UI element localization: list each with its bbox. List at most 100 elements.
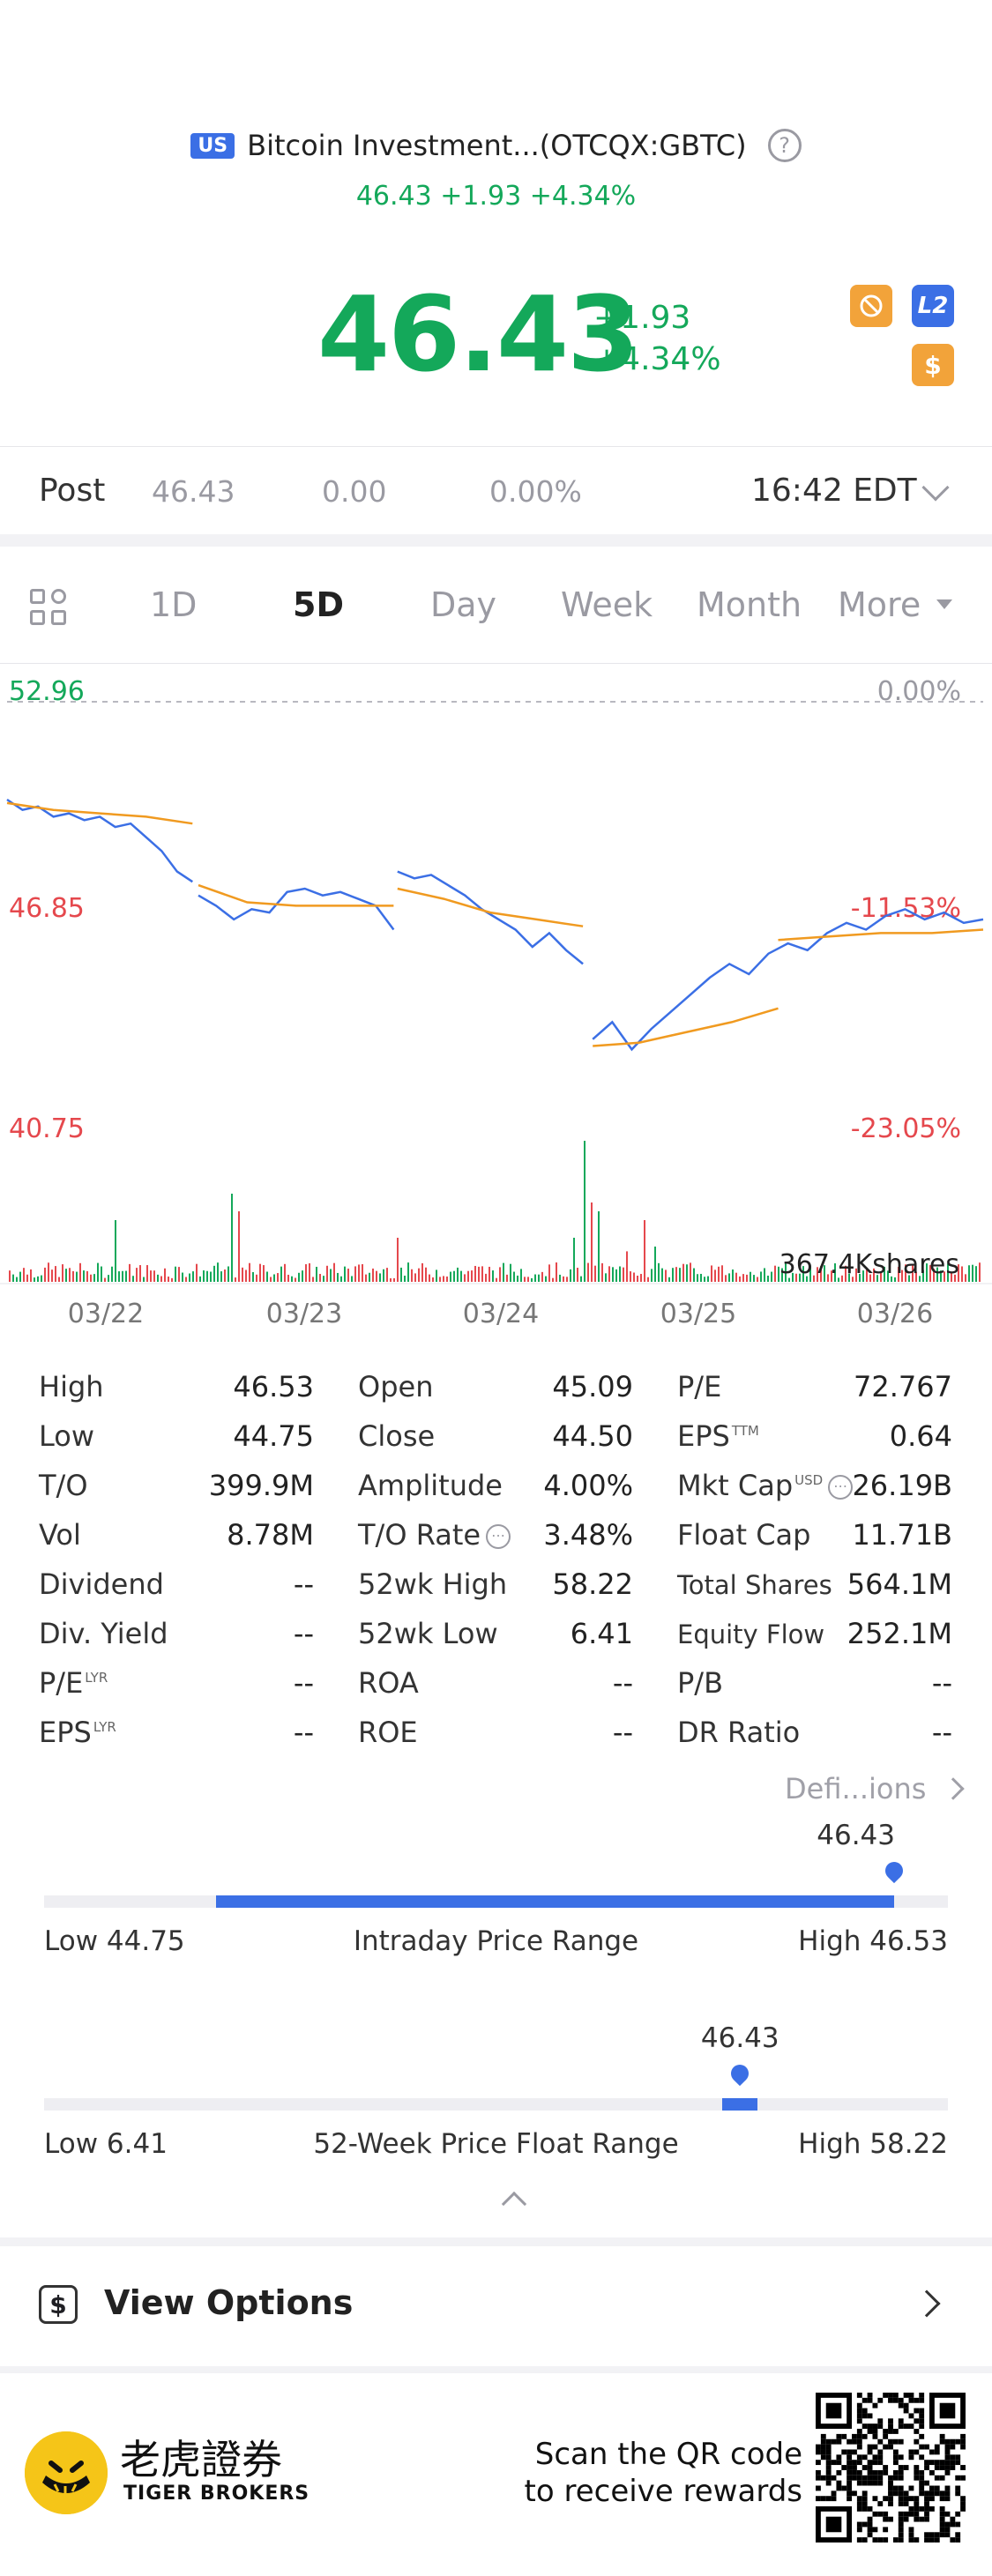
volume-bar	[781, 1268, 783, 1282]
volume-bar	[732, 1269, 734, 1282]
week52-low: Low 6.41	[44, 2128, 168, 2160]
volume-bar	[333, 1262, 335, 1282]
volume-bar	[76, 1271, 78, 1282]
dollar-badge[interactable]: $	[912, 344, 954, 386]
volume-bar	[132, 1276, 134, 1282]
tab-5d[interactable]: 5D	[293, 585, 344, 624]
volume-bar	[379, 1273, 381, 1282]
grid-icon[interactable]	[30, 589, 69, 628]
definitions-link[interactable]: Defi...ions	[785, 1772, 927, 1805]
volume-bar	[277, 1273, 279, 1282]
more-info-icon: ⋯	[828, 1475, 854, 1500]
chevron-up-icon[interactable]	[501, 2191, 527, 2217]
price-chart[interactable]: 52.9646.8540.750.00%-11.53%-23.05%367.4K…	[0, 663, 992, 1333]
stat-label: Total Shares	[677, 1570, 832, 1600]
chevron-down-icon[interactable]	[921, 473, 950, 502]
volume-bar	[362, 1264, 363, 1282]
volume-bar	[125, 1270, 127, 1282]
volume-bar	[855, 1268, 857, 1282]
volume-bar	[658, 1262, 660, 1282]
price-change-percent: +4.34%	[593, 341, 721, 377]
stat-value: --	[931, 1716, 952, 1749]
volume-bar	[323, 1276, 324, 1282]
volume-bar	[891, 1276, 892, 1282]
volume-bar	[65, 1269, 67, 1282]
volume-bar	[16, 1277, 18, 1282]
volume-bar	[496, 1277, 497, 1282]
tab-more[interactable]: More	[838, 585, 921, 624]
volume-bar	[168, 1277, 169, 1282]
volume-bar	[788, 1277, 790, 1282]
volume-bar	[951, 1272, 952, 1282]
volume-bar	[598, 1211, 600, 1282]
volume-bar	[668, 1277, 670, 1282]
volume-bar	[418, 1268, 420, 1282]
volume-bar	[305, 1264, 307, 1282]
volume-bar	[69, 1268, 71, 1282]
y-axis-label-left: 40.75	[9, 1113, 85, 1144]
volume-bar	[118, 1271, 120, 1282]
view-options-row[interactable]: $ View Options	[0, 2246, 992, 2366]
volume-bar	[799, 1273, 801, 1282]
volume-bar	[404, 1275, 406, 1282]
post-market-row[interactable]: Post 46.43 0.00 0.00% 16:42 EDT	[0, 448, 992, 534]
volume-bar	[143, 1277, 145, 1282]
tab-day[interactable]: Day	[430, 585, 497, 624]
help-icon[interactable]: ?	[767, 129, 802, 162]
volume-bar	[164, 1268, 166, 1282]
volume-bar	[489, 1266, 490, 1282]
chevron-right-icon	[913, 2289, 941, 2318]
volume-bar	[369, 1272, 370, 1282]
chevron-right-icon[interactable]	[942, 1777, 965, 1800]
volume-bar	[231, 1194, 233, 1282]
volume-bar	[753, 1275, 755, 1282]
volume-bar	[690, 1262, 691, 1282]
volume-bar	[947, 1263, 949, 1282]
volume-bar	[979, 1262, 981, 1282]
post-change: 0.00	[322, 474, 387, 509]
volume-bar	[506, 1274, 508, 1282]
volume-bar	[316, 1266, 317, 1282]
volume-bar	[503, 1262, 504, 1282]
volume-bar	[834, 1263, 836, 1282]
volume-bar	[471, 1270, 473, 1282]
volume-bar	[876, 1275, 878, 1282]
volume-bar	[848, 1273, 850, 1282]
tab-1d[interactable]: 1D	[150, 585, 198, 624]
tab-month[interactable]: Month	[697, 585, 802, 624]
stat-label: T/O Rate ⋯	[358, 1518, 511, 1552]
volume-bar	[940, 1270, 942, 1282]
stat-label: DR Ratio	[677, 1716, 801, 1749]
tab-week[interactable]: Week	[561, 585, 653, 624]
intraday-high: High 46.53	[798, 1925, 948, 1957]
stat-value: --	[293, 1617, 314, 1650]
volume-bar	[862, 1270, 864, 1282]
volume-bar	[287, 1274, 289, 1282]
volume-bar	[397, 1238, 399, 1282]
volume-bar	[266, 1271, 268, 1282]
volume-bar	[954, 1274, 956, 1282]
stock-title[interactable]: US Bitcoin Investment...(OTCQX:GBTC) ?	[0, 123, 992, 168]
volume-bar	[587, 1262, 589, 1282]
volume-bar	[358, 1264, 360, 1282]
no-ads-icon[interactable]	[850, 285, 892, 327]
volume-bar	[171, 1277, 173, 1282]
volume-bar	[580, 1276, 582, 1282]
volume-bar	[915, 1271, 917, 1282]
week52-range-marker	[722, 2098, 758, 2111]
volume-bar	[111, 1266, 113, 1282]
volume-bar	[86, 1270, 88, 1282]
brand-name-cn: 老虎證券	[120, 2436, 282, 2483]
volume-bar	[725, 1275, 727, 1282]
volume-bar	[869, 1274, 871, 1282]
level2-badge[interactable]: L2	[912, 285, 954, 327]
volume-bar	[958, 1264, 959, 1282]
stat-value: 3.48%	[543, 1518, 633, 1552]
stat-value: 26.19B	[852, 1469, 952, 1502]
volume-bar	[809, 1265, 811, 1282]
stat-value: 46.53	[233, 1370, 314, 1403]
volume-bar	[122, 1270, 123, 1282]
volume-bar	[474, 1265, 476, 1282]
volume-bar	[827, 1274, 829, 1282]
volume-bar	[813, 1275, 815, 1282]
